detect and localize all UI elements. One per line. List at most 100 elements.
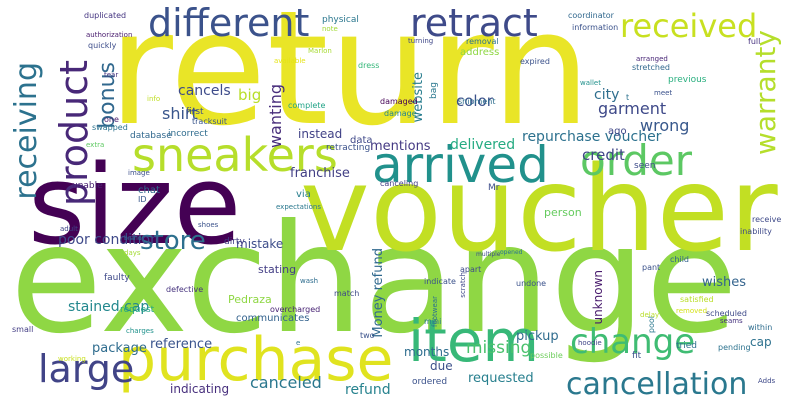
- word-previous: previous: [668, 75, 707, 85]
- word-reference: reference: [150, 337, 213, 352]
- word-tracksuit: tracksuit: [192, 117, 227, 126]
- word-wanting: wanting: [266, 84, 285, 149]
- word-cancels: cancels: [178, 83, 231, 99]
- word-wishes: wishes: [702, 275, 747, 290]
- word-pickup: pickup: [516, 329, 559, 344]
- word-first: first: [186, 107, 204, 117]
- word-scratch: scratch: [459, 272, 467, 298]
- word-data: data: [350, 135, 373, 146]
- word-fit: fit: [632, 351, 642, 361]
- word-one: one: [104, 115, 119, 124]
- word-days: days: [124, 249, 141, 257]
- word-hoodie: hoodie: [578, 339, 602, 347]
- word-communicates: communicates: [236, 313, 310, 324]
- word-seen: seen: [634, 161, 656, 171]
- word-ago: ago: [608, 126, 627, 137]
- word-swapped: swapped: [92, 123, 128, 132]
- word-brand: brand: [124, 235, 142, 242]
- word-marlon: Marlon: [308, 47, 332, 55]
- word-arrived: arrived: [372, 136, 549, 194]
- word-id: ID: [138, 195, 147, 204]
- word-big: big: [238, 86, 262, 104]
- word-info: info: [147, 95, 161, 103]
- word-mr: Mr: [488, 183, 500, 193]
- word-refund: refund: [345, 382, 391, 398]
- word-extra: extra: [86, 141, 105, 149]
- word-delay: delay: [640, 311, 660, 319]
- word-change: change: [570, 322, 696, 362]
- word-canceled: canceled: [250, 373, 322, 392]
- word-wallet: wallet: [580, 79, 601, 87]
- word-opened: opened: [500, 249, 523, 256]
- word-retracting: retracting: [326, 143, 371, 153]
- word-due: due: [430, 359, 453, 373]
- word-size: size: [28, 141, 242, 269]
- word-city: city: [594, 87, 620, 103]
- word-inability: inability: [740, 227, 772, 236]
- word-cap: cap: [750, 335, 772, 349]
- word-removal: removal: [466, 37, 499, 46]
- word-dirty: dirty: [224, 237, 245, 247]
- word-wash: wash: [300, 277, 319, 285]
- word-repurchase-voucher: repurchase voucher: [522, 129, 662, 145]
- word-months: months: [404, 345, 450, 359]
- word-indicating: indicating: [170, 382, 230, 396]
- word-database: database: [130, 131, 172, 141]
- word-cancellation: cancellation: [566, 367, 748, 402]
- word-received: received: [620, 7, 758, 45]
- word-duplicated: duplicated: [84, 11, 127, 20]
- word-expectations: expectations: [276, 203, 322, 211]
- word-return: return: [108, 0, 592, 161]
- word-instead: instead: [298, 127, 343, 141]
- word-scheduled: scheduled: [706, 309, 747, 318]
- word-item: item: [408, 307, 540, 375]
- word-working: working: [58, 355, 86, 363]
- word-unable: unable: [72, 181, 103, 191]
- word-package: package: [92, 341, 147, 356]
- word-coordinator: coordinator: [568, 11, 614, 20]
- word-exchange: exchange: [10, 193, 738, 367]
- word-voucher: voucher: [300, 140, 778, 278]
- word-note: note: [322, 25, 338, 33]
- word-chat: chat: [138, 185, 160, 196]
- word-charges: charges: [126, 327, 154, 335]
- word-money-refund: Money refund: [371, 248, 386, 338]
- word-child: child: [670, 255, 689, 264]
- word-purchase: purchase: [118, 325, 394, 395]
- word-satisfied: satisfied: [680, 295, 714, 304]
- word-shoes: shoes: [198, 221, 219, 229]
- word-tear: tear: [104, 71, 119, 79]
- word-different: different: [148, 1, 310, 45]
- word-defective: defective: [166, 285, 204, 294]
- word-mistake: mistake: [236, 237, 284, 251]
- word-requested: requested: [468, 371, 534, 386]
- word-multiple: multiple: [476, 251, 501, 258]
- word-possible: possible: [530, 351, 563, 360]
- word-complete: complete: [288, 101, 326, 110]
- word-full: full: [748, 37, 761, 46]
- word-overcharged: overcharged: [270, 305, 321, 314]
- word-authorization: authorization: [86, 31, 133, 39]
- word-seams: seams: [720, 317, 743, 325]
- word-small: small: [12, 325, 34, 334]
- word-within: within: [748, 323, 773, 332]
- word-apart: apart: [460, 265, 482, 274]
- word-via: via: [296, 189, 311, 200]
- word-sneakers: sneakers: [132, 128, 338, 182]
- word-quickly: quickly: [88, 41, 117, 50]
- word-arranged: arranged: [636, 55, 668, 63]
- word-missing: missing: [466, 338, 532, 358]
- word-credit: credit: [582, 146, 625, 164]
- word-pant: pant: [642, 263, 661, 272]
- word-pedraza: Pedraza: [228, 293, 272, 306]
- word-e: e: [296, 339, 301, 347]
- word-receive: receive: [752, 215, 782, 224]
- word-receiving: receiving: [9, 62, 44, 200]
- word-wrong: wrong: [640, 116, 690, 135]
- word-address: address: [460, 47, 500, 58]
- word-damaged: damaged: [380, 97, 418, 106]
- word-tried: tried: [676, 341, 697, 351]
- word-meet: meet: [654, 89, 673, 97]
- word-turning: turning: [408, 37, 434, 45]
